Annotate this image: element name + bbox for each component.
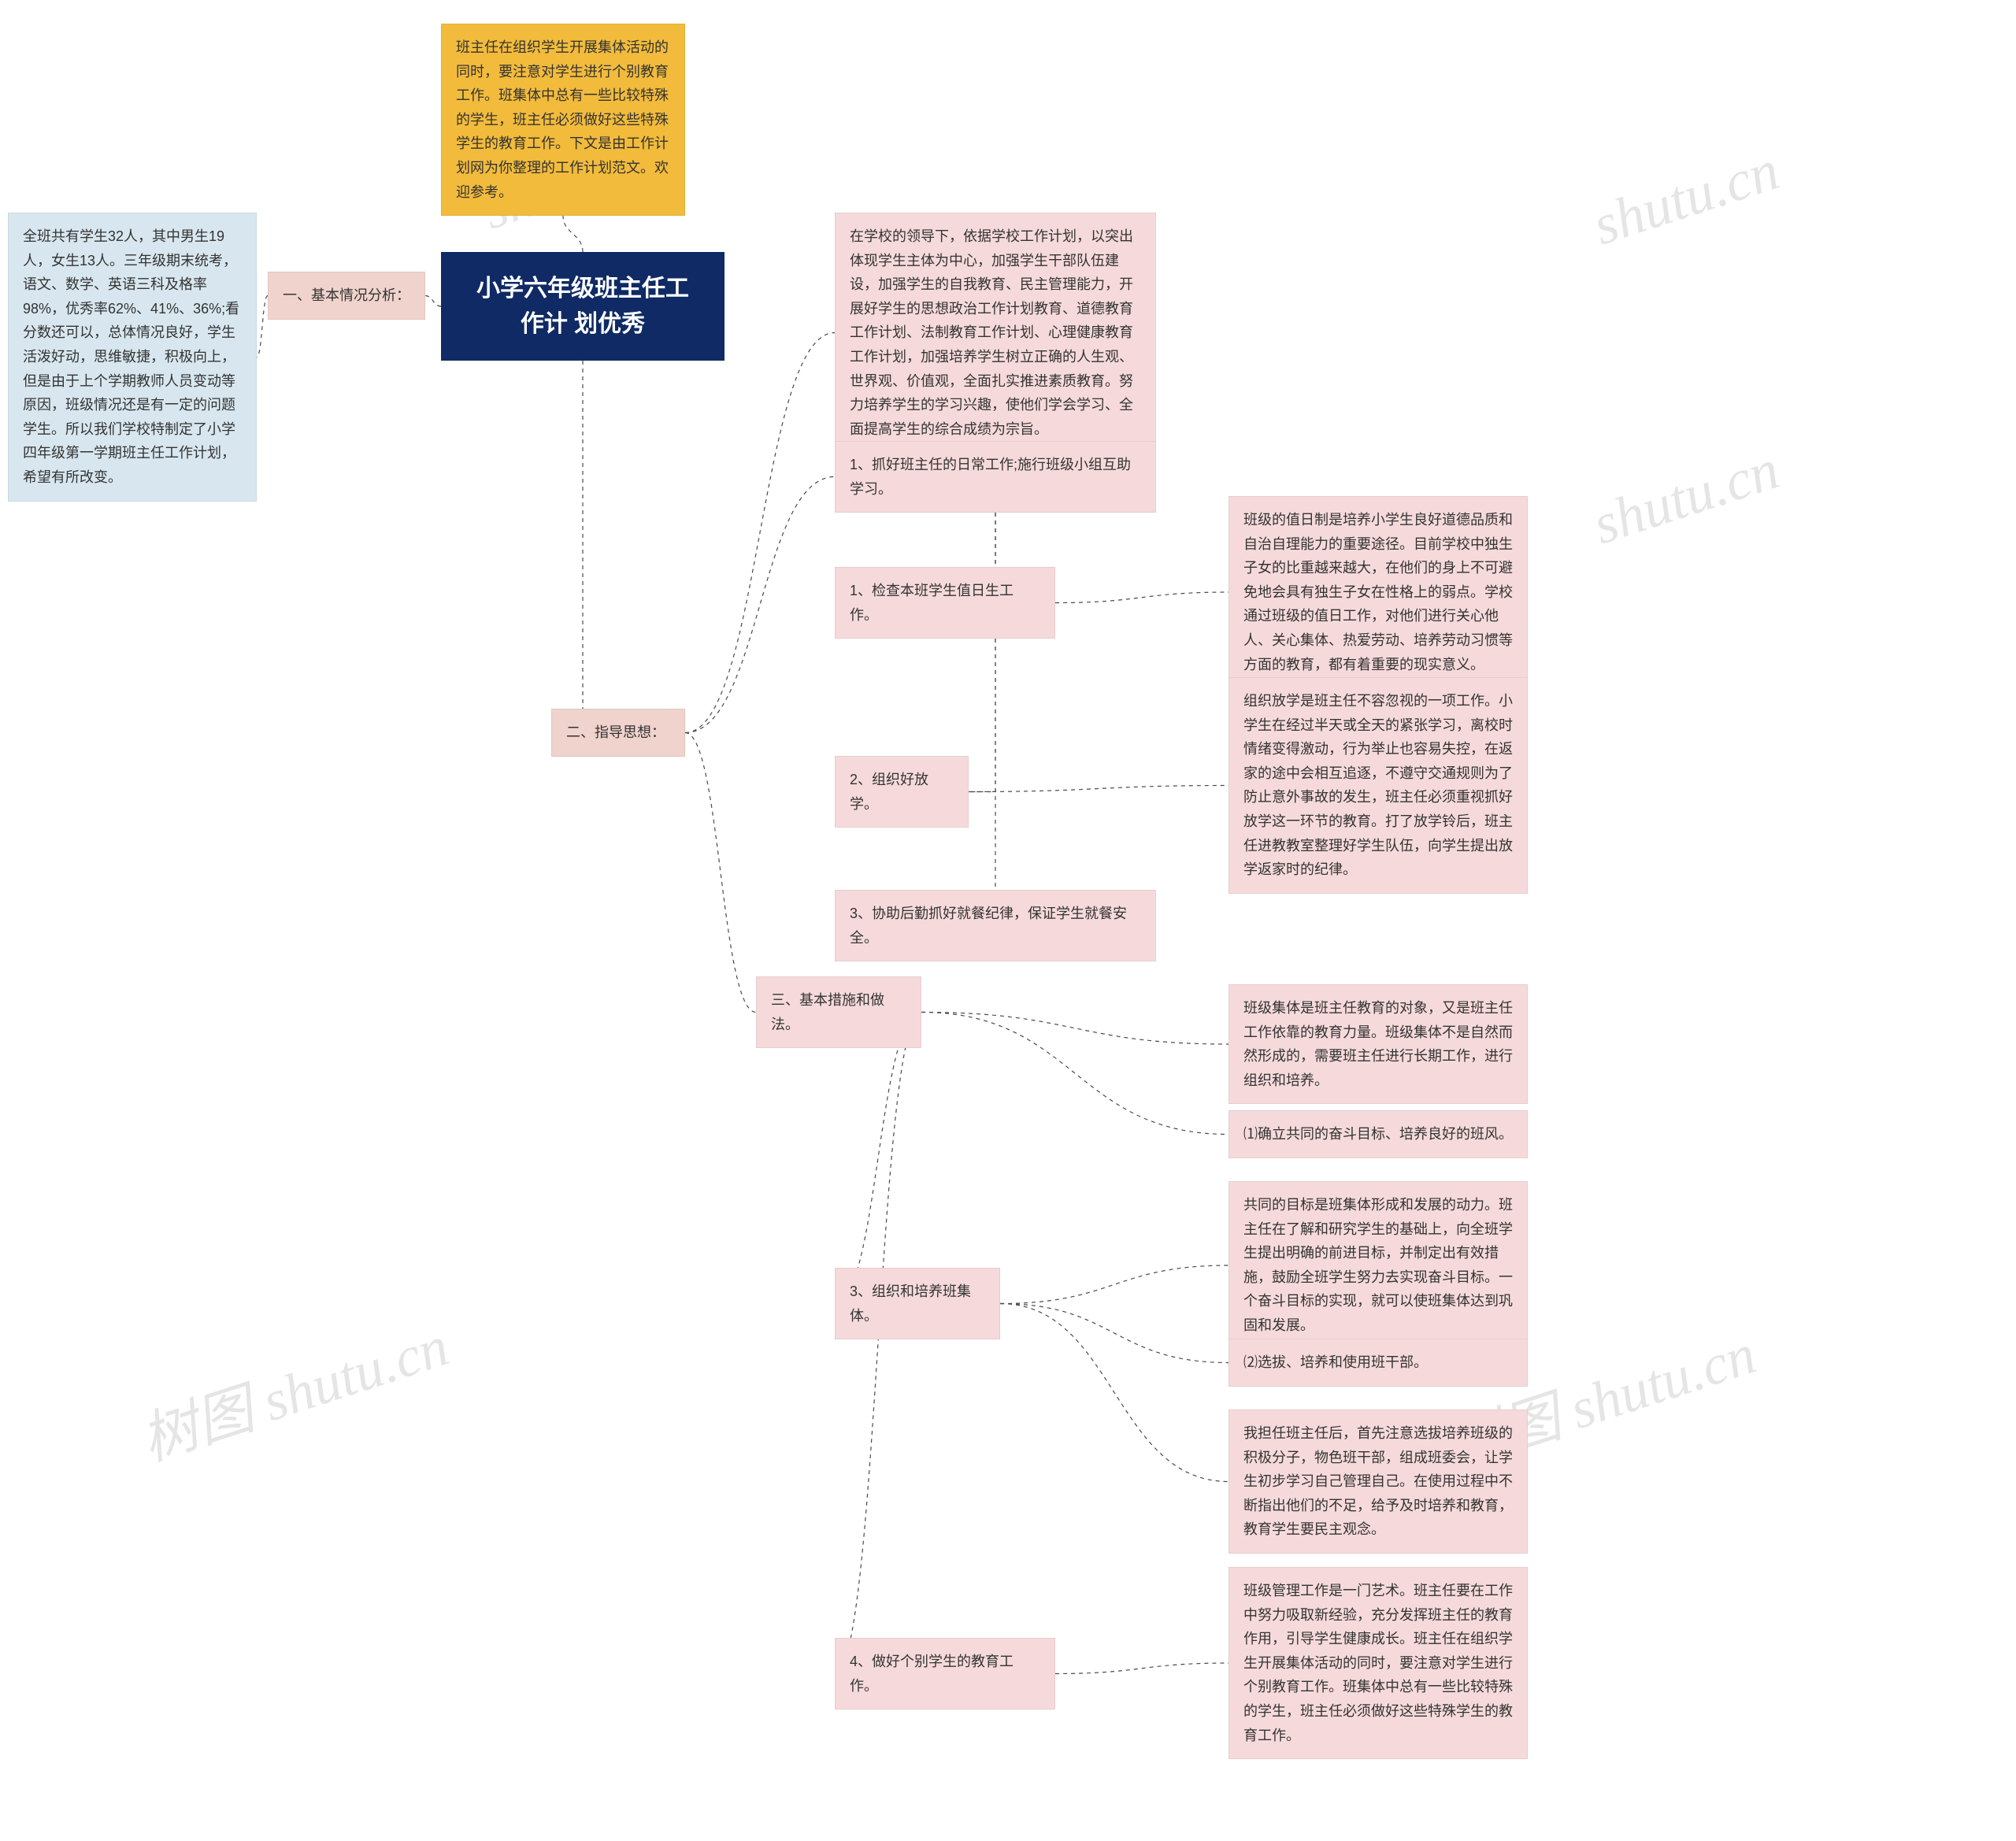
node-3-item4-d: 班级管理工作是一门艺术。班主任要在工作中努力吸取新经验，充分发挥班主任的教育作用… bbox=[1228, 1567, 1528, 1759]
node-situation: 一、基本情况分析： bbox=[268, 272, 425, 320]
node-2-1-1-detail: 班级的值日制是培养小学生良好道德品质和自治自理能力的重要途径。目前学校中独生子女… bbox=[1228, 496, 1528, 688]
node-3-detail: 班级集体是班主任教育的对象，又是班主任工作依靠的教育力量。班级集体不是自然而然形… bbox=[1228, 984, 1528, 1104]
node-2-1-2-detail: 组织放学是班主任不容忽视的一项工作。小学生在经过半天或全天的紧张学习，离校时情绪… bbox=[1228, 677, 1528, 894]
watermark: shutu.cn bbox=[1585, 437, 1787, 558]
node-2-1-1: 1、检查本班学生值日生工作。 bbox=[835, 567, 1055, 639]
node-section-2: 二、指导思想： bbox=[551, 709, 685, 757]
node-3-cultivate: 3、组织和培养班集体。 bbox=[835, 1268, 1000, 1339]
node-intro: 班主任在组织学生开展集体活动的同时，要注意对学生进行个别教育工作。班集体中总有一… bbox=[441, 24, 685, 216]
node-guiding-thought: 在学校的领导下，依据学校工作计划，以突出体现学生主体为中心，加强学生干部队伍建设… bbox=[835, 213, 1156, 453]
mindmap-root: 小学六年级班主任工作计 划优秀 bbox=[441, 252, 724, 361]
node-section-3: 三、基本措施和做法。 bbox=[756, 976, 921, 1048]
node-2-1-2: 2、组织好放学。 bbox=[835, 756, 969, 828]
node-3-sub2: ⑵选拔、培养和使用班干部。 bbox=[1228, 1339, 1528, 1387]
node-3-item4: 4、做好个别学生的教育工作。 bbox=[835, 1638, 1055, 1710]
node-2-1-3: 3、协助后勤抓好就餐纪律，保证学生就餐安全。 bbox=[835, 890, 1156, 961]
watermark: 树图 shutu.cn bbox=[129, 1299, 458, 1476]
watermark: shutu.cn bbox=[1585, 138, 1787, 259]
node-2-1: 1、抓好班主任的日常工作;施行班级小组互助学习。 bbox=[835, 441, 1156, 513]
node-3-cultivate-d: 共同的目标是班集体形成和发展的动力。班主任在了解和研究学生的基础上，向全班学生提… bbox=[1228, 1181, 1528, 1350]
node-situation-detail: 全班共有学生32人，其中男生19人，女生13人。三年级期末统考，语文、数学、英语… bbox=[8, 213, 257, 502]
node-3-sub1: ⑴确立共同的奋斗目标、培养良好的班风。 bbox=[1228, 1110, 1528, 1158]
node-3-sub2-d: 我担任班主任后，首先注意选拔培养班级的积极分子，物色班干部，组成班委会，让学生初… bbox=[1228, 1409, 1528, 1554]
